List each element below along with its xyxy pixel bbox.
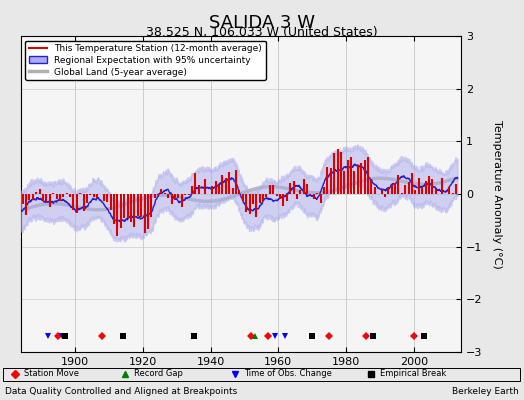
- Text: Data Quality Controlled and Aligned at Breakpoints: Data Quality Controlled and Aligned at B…: [5, 387, 237, 396]
- Text: Time of Obs. Change: Time of Obs. Change: [244, 370, 332, 378]
- Text: Station Move: Station Move: [24, 370, 79, 378]
- Y-axis label: Temperature Anomaly (°C): Temperature Anomaly (°C): [492, 120, 502, 268]
- Legend: This Temperature Station (12-month average), Regional Expectation with 95% uncer: This Temperature Station (12-month avera…: [26, 40, 266, 80]
- Text: SALIDA 3 W: SALIDA 3 W: [209, 14, 315, 32]
- Text: 38.525 N, 106.033 W (United States): 38.525 N, 106.033 W (United States): [146, 26, 378, 39]
- Text: Record Gap: Record Gap: [134, 370, 182, 378]
- Text: Empirical Break: Empirical Break: [380, 370, 446, 378]
- Text: Berkeley Earth: Berkeley Earth: [452, 387, 519, 396]
